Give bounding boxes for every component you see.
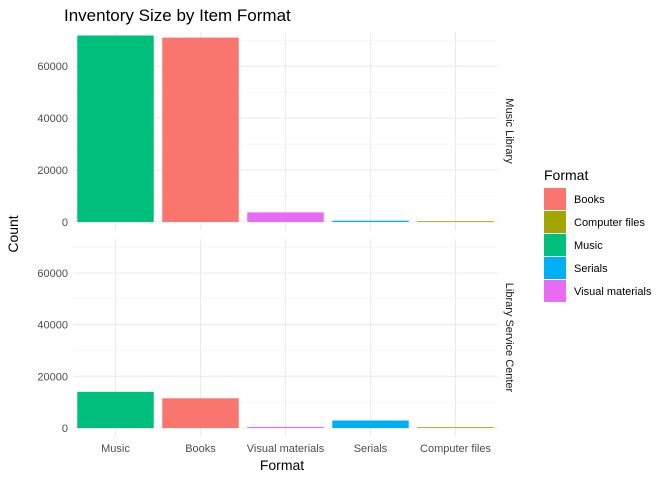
facet-strip-label: Music Library bbox=[503, 98, 515, 164]
x-axis: Music Books Visual materials Serials Compute… bbox=[101, 443, 491, 455]
x-tick-label: Visual materials bbox=[247, 443, 325, 455]
y-tick-label: 20000 bbox=[37, 165, 68, 177]
bar-computer-files bbox=[417, 427, 494, 428]
y-tick-label: 40000 bbox=[37, 113, 68, 125]
facet-strip-label: Library Service Center bbox=[503, 283, 515, 393]
legend: Format Books Computer files Music Serials Vi… bbox=[544, 167, 652, 302]
bar-books bbox=[162, 37, 239, 222]
y-tick-label: 60000 bbox=[37, 268, 68, 280]
legend-label: Music bbox=[574, 240, 603, 252]
y-axis-title: Count bbox=[5, 215, 21, 252]
legend-key bbox=[544, 280, 566, 302]
bar-serials bbox=[332, 220, 409, 222]
x-tick-label: Computer files bbox=[420, 443, 491, 455]
x-tick-label: Books bbox=[185, 443, 216, 455]
legend-label: Visual materials bbox=[574, 286, 652, 298]
bar-music bbox=[77, 35, 154, 223]
chart-title: Inventory Size by Item Format bbox=[64, 6, 291, 25]
facet-panel: 0 20000 40000 60000 Library Service Center bbox=[37, 239, 515, 436]
bar-visual-materials bbox=[247, 426, 324, 428]
legend-key bbox=[544, 234, 566, 256]
bar-music bbox=[77, 391, 154, 428]
bar-serials bbox=[332, 420, 409, 428]
legend-title: Format bbox=[544, 167, 588, 183]
y-tick-label: 40000 bbox=[37, 320, 68, 332]
x-axis-title: Format bbox=[260, 457, 304, 473]
x-tick-label: Music bbox=[101, 443, 130, 455]
facet-panel: 0 20000 40000 60000 Music Library bbox=[37, 32, 515, 230]
y-tick-label: 20000 bbox=[37, 371, 68, 383]
bar-visual-materials bbox=[247, 212, 324, 222]
y-tick-label: 60000 bbox=[37, 61, 68, 73]
legend-label: Computer files bbox=[574, 217, 645, 229]
legend-key bbox=[544, 211, 566, 233]
y-tick-label: 0 bbox=[62, 423, 68, 435]
legend-label: Books bbox=[574, 194, 605, 206]
legend-label: Serials bbox=[574, 263, 608, 275]
legend-key bbox=[544, 188, 566, 210]
x-tick-label: Serials bbox=[354, 443, 388, 455]
y-tick-label: 0 bbox=[62, 217, 68, 229]
bar-books bbox=[162, 398, 239, 428]
bar-computer-files bbox=[417, 221, 494, 222]
legend-key bbox=[544, 257, 566, 279]
